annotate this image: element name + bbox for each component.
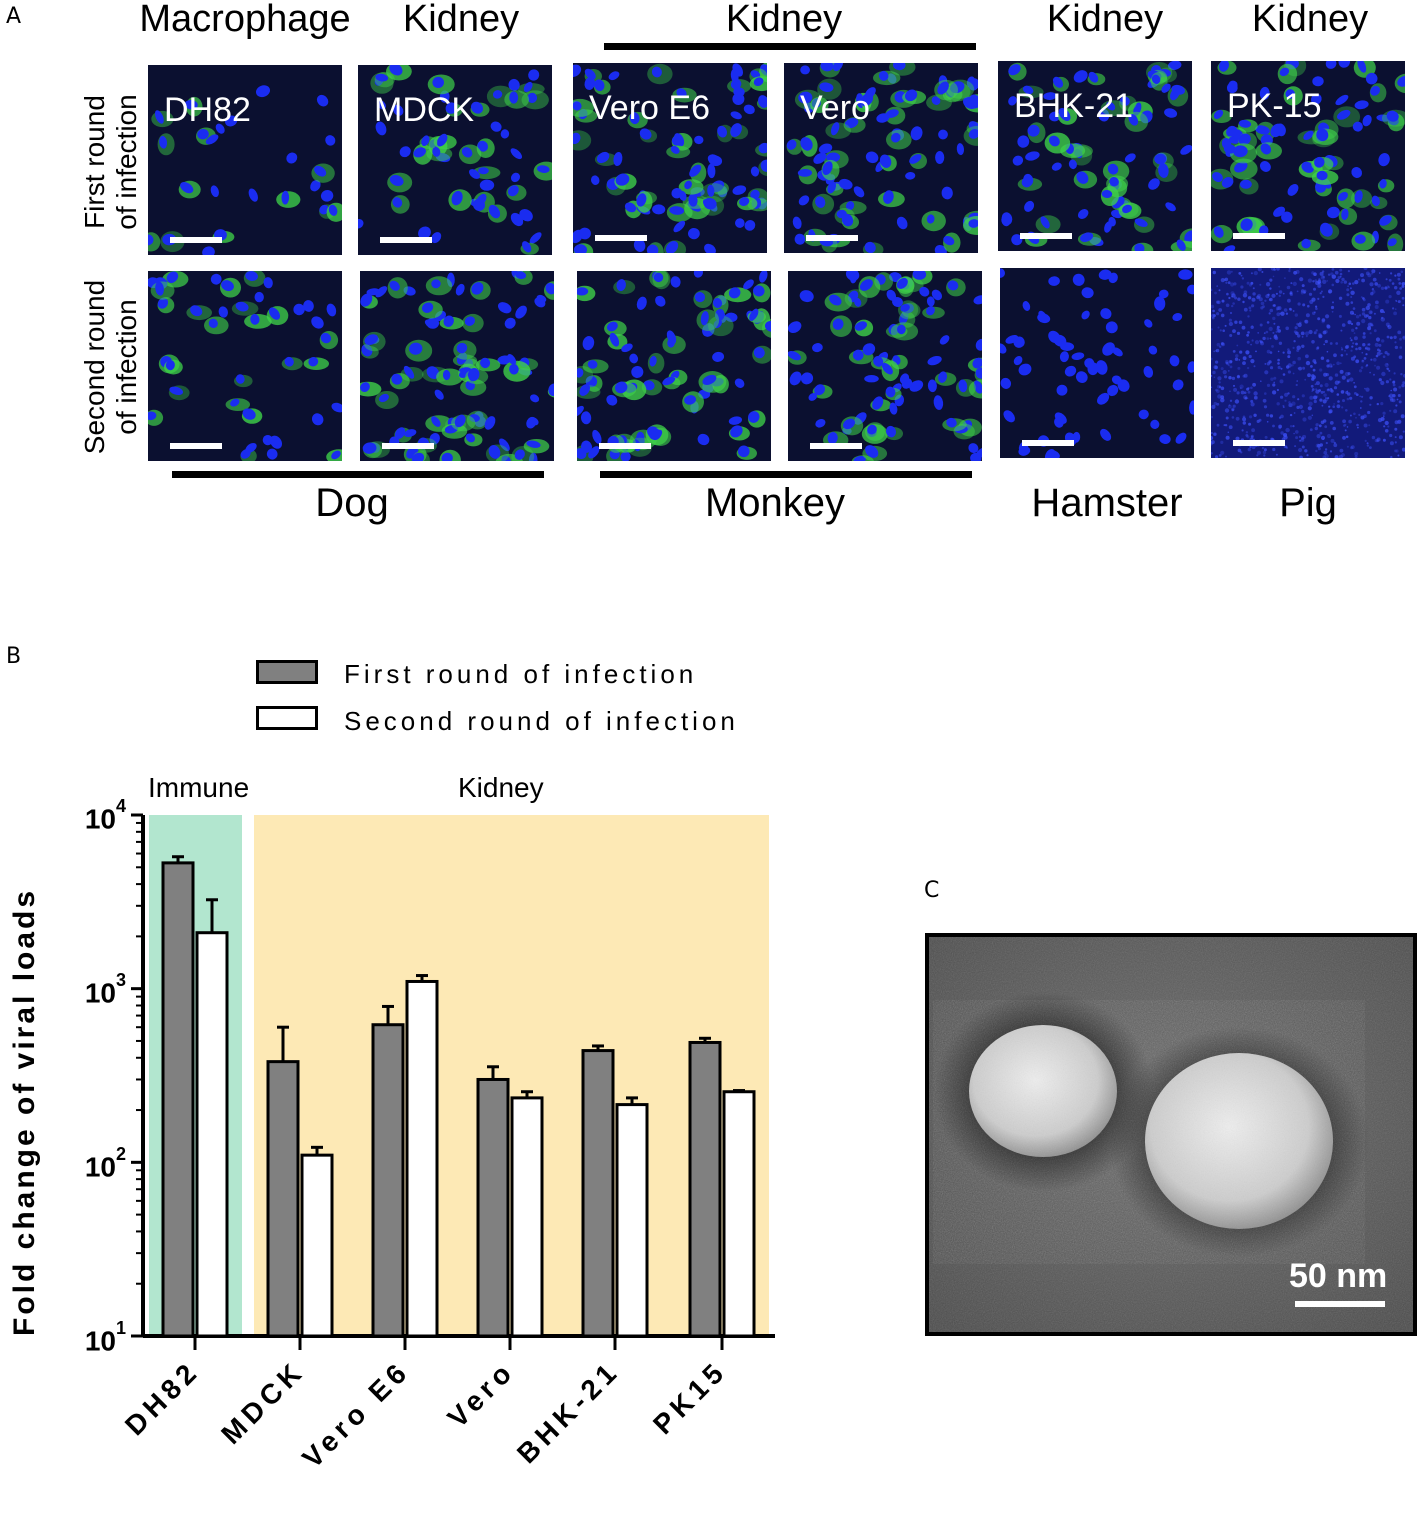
electron-micrograph: 50 nm (925, 933, 1417, 1336)
y-tick-base: 10 (84, 977, 116, 1009)
group-label-kidney: Kidney (458, 772, 544, 803)
micrograph-bhk21-second (1000, 268, 1194, 458)
micrograph-bhk21-first: BHK-21 (998, 61, 1192, 251)
scale-bar (1022, 440, 1074, 446)
y-tick-label: 104 (56, 796, 126, 835)
scale-bar (595, 235, 647, 241)
species-label-hamster: Hamster (1031, 481, 1183, 525)
micrograph-mdck-first: MDCK (358, 65, 552, 255)
header-macrophage: Macrophage (139, 0, 351, 40)
micrograph-mdck-second (360, 271, 554, 461)
y-tick-exp: 2 (115, 1144, 126, 1164)
panel-b-letter: B (6, 644, 22, 669)
y-tick-label: 101 (56, 1318, 126, 1357)
y-tick-exp: 4 (115, 796, 126, 816)
micrograph-texture (1211, 61, 1405, 251)
panel-c-letter: C (924, 878, 940, 903)
header-kidney-monkey-bar (604, 43, 976, 50)
scale-bar-label: 50 nm (1289, 1257, 1388, 1295)
y-tick-exp: 3 (115, 970, 126, 990)
micrograph-texture (786, 63, 978, 253)
micrograph-vero-e6-second (577, 271, 771, 461)
scale-bar (1020, 233, 1072, 239)
micrograph-texture (358, 65, 552, 255)
y-tick-base: 10 (84, 1325, 116, 1357)
bar-second-round-dh82 (195, 931, 229, 1338)
header-kidney-monkey: Kidney (725, 0, 843, 40)
y-tick-label: 102 (56, 1144, 126, 1183)
scale-bar (806, 235, 858, 241)
cell-line-label: MDCK (374, 91, 475, 129)
group-label-immune: Immune (148, 772, 250, 803)
cell-line-label: Vero (800, 89, 870, 127)
species-bar-dog (172, 471, 544, 478)
bar-first-round-vero-e6 (371, 1023, 405, 1338)
cell-line-label: Vero E6 (589, 89, 710, 127)
micrograph-pk15-second (1211, 268, 1405, 458)
species-label-dog: Dog (315, 481, 389, 525)
scale-bar (599, 443, 651, 449)
legend-label-second-round: Second round of infection (344, 706, 739, 736)
micrograph-texture (148, 85, 342, 255)
scale-bar (810, 443, 862, 449)
scale-bar (170, 443, 222, 449)
legend-label-first-round: First round of infection (344, 659, 698, 689)
cell-line-label: BHK-21 (1014, 87, 1134, 125)
micrograph-texture (577, 271, 771, 461)
micrograph-vero-second (788, 271, 982, 461)
bar-chart (131, 813, 775, 1350)
micrograph-texture (360, 271, 554, 461)
bar-first-round-mdck (266, 1060, 300, 1338)
bar-first-round-dh82 (161, 861, 195, 1338)
bar-second-round-vero (510, 1096, 544, 1338)
bar-first-round-bhk-21 (581, 1049, 615, 1338)
species-bar-monkey (600, 471, 972, 478)
y-tick-exp: 1 (115, 1318, 126, 1338)
micrograph-texture (1000, 268, 1194, 458)
header-kidney-dog: Kidney (402, 0, 520, 40)
bar-second-round-vero-e6 (405, 979, 439, 1338)
micrograph-dh82-second (148, 271, 342, 461)
bar-second-round-bhk-21 (615, 1103, 649, 1338)
scale-bar (170, 237, 222, 243)
scale-bar (382, 443, 434, 449)
y-tick-base: 10 (84, 803, 116, 835)
virion-image (929, 937, 1413, 1332)
bar-first-round-vero (476, 1077, 510, 1338)
micrograph-vero-e6-first: Vero E6 (573, 63, 767, 253)
header-kidney-pig: Kidney (1251, 0, 1369, 40)
legend-swatch-first-round (256, 660, 318, 684)
cell-line-label: PK-15 (1227, 87, 1322, 125)
micrograph-dh82-first: DH82 (148, 65, 342, 255)
cell-line-label: DH82 (164, 91, 251, 129)
panel-a-letter: A (6, 4, 22, 29)
header-kidney-hamster: Kidney (1046, 0, 1164, 40)
bar-first-round-pk15 (688, 1040, 722, 1338)
micrograph-texture (1001, 61, 1192, 251)
micrograph-texture (148, 271, 342, 461)
scale-bar (1233, 233, 1285, 239)
micrograph-vero-first: Vero (784, 63, 978, 253)
scale-bar (1295, 1301, 1385, 1307)
bar-second-round-pk15 (722, 1090, 756, 1338)
micrograph-pk15-first: PK-15 (1211, 61, 1405, 251)
bar-second-round-mdck (300, 1153, 334, 1338)
scale-bar (1233, 440, 1285, 446)
scale-bar (380, 237, 432, 243)
legend-swatch-second-round (256, 706, 318, 730)
micrograph-texture (788, 271, 982, 461)
y-tick-label: 103 (56, 970, 126, 1009)
micrograph-texture (1211, 268, 1405, 458)
species-label-monkey: Monkey (704, 481, 846, 525)
y-tick-base: 10 (84, 1151, 116, 1183)
species-label-pig: Pig (1279, 481, 1337, 525)
micrograph-texture (573, 63, 767, 253)
